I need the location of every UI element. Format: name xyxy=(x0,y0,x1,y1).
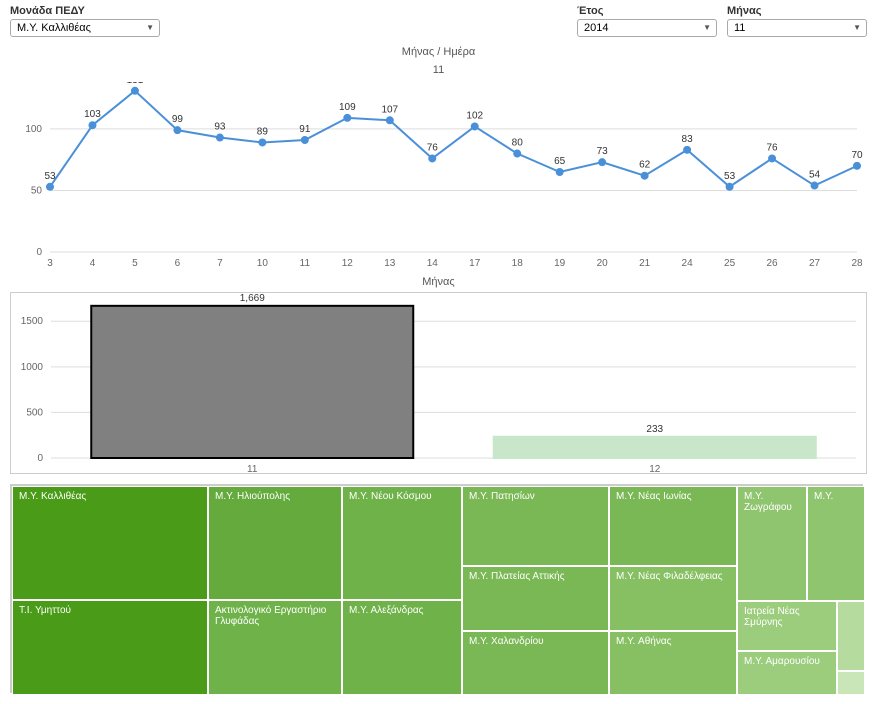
svg-text:73: 73 xyxy=(597,146,609,157)
svg-text:28: 28 xyxy=(851,258,863,269)
svg-text:80: 80 xyxy=(512,138,524,149)
treemap-cell[interactable]: Μ.Υ. Αλεξάνδρας xyxy=(342,600,462,695)
year-filter-group: Έτος 2014 xyxy=(577,5,717,37)
treemap-cell[interactable]: Μ.Υ. Χαλανδρίου xyxy=(462,631,609,695)
svg-text:76: 76 xyxy=(427,142,439,153)
treemap-cell[interactable]: Ακτινολογικό Εργαστήριο Γλυφάδας xyxy=(208,600,342,695)
year-filter-label: Έτος xyxy=(577,5,717,17)
svg-text:14: 14 xyxy=(427,258,439,269)
svg-text:83: 83 xyxy=(682,134,694,145)
treemap-cell[interactable]: Μ.Υ. xyxy=(807,486,865,601)
treemap-cell[interactable]: Μ.Υ. Καλλιθέας xyxy=(12,486,208,600)
svg-text:76: 76 xyxy=(766,142,778,153)
treemap-cell[interactable] xyxy=(837,601,865,671)
svg-text:20: 20 xyxy=(597,258,609,269)
svg-text:103: 103 xyxy=(84,109,101,120)
svg-text:93: 93 xyxy=(214,122,226,133)
svg-text:27: 27 xyxy=(809,258,821,269)
year-select[interactable]: 2014 xyxy=(577,19,717,37)
month-filter-group: Μήνας 11 xyxy=(727,5,867,37)
line-chart-title: Μήνας / Ημέρα xyxy=(0,42,877,62)
svg-text:19: 19 xyxy=(554,258,566,269)
svg-text:5: 5 xyxy=(132,258,138,269)
bar-chart: 0 500 1000 1500 1,669 11 233 12 xyxy=(10,292,867,474)
treemap-cell[interactable]: Μ.Υ. Πλατείας Αττικής xyxy=(462,566,609,631)
svg-text:1500: 1500 xyxy=(21,316,44,327)
month-filter-label: Μήνας xyxy=(727,5,867,17)
svg-text:54: 54 xyxy=(809,170,821,181)
svg-text:131: 131 xyxy=(127,82,144,86)
svg-text:100: 100 xyxy=(25,124,42,135)
svg-text:10: 10 xyxy=(257,258,269,269)
treemap-cell[interactable] xyxy=(837,671,865,695)
line-chart: 0 50 100 53 3 103 4 131 5 99 6 93 7 89 10 91 11 109 12 107 1… xyxy=(10,82,867,272)
svg-text:18: 18 xyxy=(512,258,524,269)
svg-text:107: 107 xyxy=(381,104,398,115)
treemap-cell[interactable]: Μ.Υ. Νέας Φιλαδέλφειας xyxy=(609,566,737,631)
bar-chart-title: Μήνας xyxy=(0,272,877,292)
svg-text:1000: 1000 xyxy=(21,362,44,373)
svg-text:233: 233 xyxy=(646,424,663,435)
unit-filter-group: Μονάδα ΠΕΔΥ Μ.Υ. Καλλιθέας xyxy=(10,5,160,37)
treemap-cell[interactable]: Μ.Υ. Ζωγράφου xyxy=(737,486,807,601)
svg-text:50: 50 xyxy=(31,185,43,196)
filter-bar: Μονάδα ΠΕΔΥ Μ.Υ. Καλλιθέας Έτος 2014 Μήν… xyxy=(0,0,877,42)
svg-text:70: 70 xyxy=(851,150,863,161)
svg-text:91: 91 xyxy=(299,124,311,135)
unit-filter-label: Μονάδα ΠΕΔΥ xyxy=(10,5,160,17)
svg-text:0: 0 xyxy=(36,247,42,258)
svg-text:7: 7 xyxy=(217,258,223,269)
svg-text:24: 24 xyxy=(682,258,694,269)
svg-text:65: 65 xyxy=(554,156,566,167)
svg-text:1,669: 1,669 xyxy=(240,293,265,304)
treemap-cell[interactable]: M.Y. Αθήνας xyxy=(609,631,737,695)
svg-text:17: 17 xyxy=(469,258,481,269)
svg-text:4: 4 xyxy=(90,258,96,269)
svg-text:500: 500 xyxy=(26,407,43,418)
svg-text:13: 13 xyxy=(384,258,396,269)
treemap-cell[interactable]: Ιατρεία Νέας Σμύρνης xyxy=(737,601,837,651)
svg-text:3: 3 xyxy=(47,258,53,269)
svg-text:11: 11 xyxy=(300,258,311,269)
svg-text:89: 89 xyxy=(257,126,269,137)
treemap-cell[interactable]: Τ.Ι. Υμηττού xyxy=(12,600,208,695)
treemap-cell[interactable]: Μ.Υ. Νέας Ιωνίας xyxy=(609,486,737,566)
svg-text:53: 53 xyxy=(44,171,56,182)
svg-text:12: 12 xyxy=(342,258,354,269)
svg-text:21: 21 xyxy=(639,258,651,269)
svg-text:12: 12 xyxy=(649,464,661,473)
svg-text:102: 102 xyxy=(466,110,483,121)
svg-text:25: 25 xyxy=(724,258,736,269)
treemap-cell[interactable]: Μ.Υ. Αμαρουσίου xyxy=(737,651,837,695)
svg-text:53: 53 xyxy=(724,171,736,182)
svg-text:62: 62 xyxy=(639,160,651,171)
svg-text:0: 0 xyxy=(37,453,43,464)
month-select[interactable]: 11 xyxy=(727,19,867,37)
unit-select[interactable]: Μ.Υ. Καλλιθέας xyxy=(10,19,160,37)
treemap: Μ.Υ. ΚαλλιθέαςΤ.Ι. ΥμηττούΜ.Υ. Ηλιούπολη… xyxy=(10,484,863,693)
svg-text:26: 26 xyxy=(766,258,778,269)
line-chart-subtitle: 11 xyxy=(0,62,877,82)
treemap-cell[interactable]: Μ.Υ. Πατησίων xyxy=(462,486,609,566)
treemap-cell[interactable]: Μ.Υ. Ηλιούπολης xyxy=(208,486,342,600)
treemap-cell[interactable]: Μ.Υ. Νέου Κόσμου xyxy=(342,486,462,600)
svg-text:109: 109 xyxy=(339,102,356,113)
svg-text:11: 11 xyxy=(247,464,258,473)
svg-text:6: 6 xyxy=(175,258,181,269)
svg-text:99: 99 xyxy=(172,114,184,125)
